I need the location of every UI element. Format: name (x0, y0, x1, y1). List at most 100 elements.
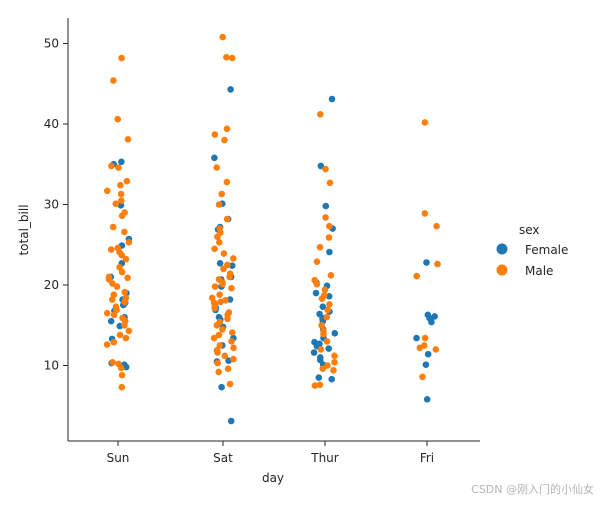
data-point-male (121, 228, 128, 236)
data-point-male (318, 322, 325, 329)
data-point-female (310, 349, 318, 356)
data-point-male (311, 382, 319, 389)
data-point-male (219, 280, 226, 288)
data-point-male (121, 322, 128, 329)
data-point-male (109, 223, 117, 231)
legend-label-male: Male (525, 264, 553, 278)
data-point-male (322, 165, 329, 173)
legend-marker-female (496, 243, 508, 255)
data-point-male (103, 341, 111, 348)
data-point-male (224, 365, 232, 373)
data-point-female (428, 318, 435, 326)
data-point-male (221, 352, 229, 360)
data-point-female (325, 293, 333, 300)
data-point-male (110, 338, 118, 346)
data-point-male (104, 187, 111, 195)
data-point-male (211, 305, 218, 312)
data-point-female (227, 417, 235, 425)
x-ticks: Sun Sat Thur Fri (107, 441, 434, 465)
data-point-male (118, 212, 126, 220)
data-point-male (216, 342, 224, 349)
data-point-male (112, 200, 120, 207)
data-point-female (431, 313, 439, 320)
x-axis-title: day (262, 471, 284, 485)
data-point-male (215, 331, 223, 339)
data-point-female (218, 383, 225, 391)
data-point-male (327, 272, 335, 279)
data-point-male (331, 352, 338, 360)
x-tick-label: Sun (107, 451, 130, 465)
data-point-male (113, 283, 121, 290)
y-tick-label: 20 (44, 278, 59, 292)
data-point-male (121, 288, 128, 296)
data-point-female (328, 375, 336, 383)
data-point-male (434, 260, 441, 268)
data-point-male (118, 197, 125, 204)
x-tick-label: Fri (420, 451, 434, 465)
data-point-male (218, 190, 225, 198)
y-tick-label: 40 (44, 117, 59, 131)
data-point-male (103, 309, 111, 317)
data-point-male (210, 334, 218, 342)
y-tick-label: 50 (44, 37, 59, 51)
legend: sex Female Male (496, 223, 568, 278)
data-point-male (122, 255, 130, 263)
data-point-female (424, 350, 432, 358)
data-point-male (217, 298, 224, 306)
data-point-female (316, 356, 324, 364)
data-point-male (226, 273, 233, 281)
data-point-male (324, 306, 332, 314)
data-point-male (230, 255, 237, 262)
data-point-male (117, 190, 125, 198)
data-point-male (220, 250, 228, 257)
data-point-male (123, 177, 131, 185)
data-point-female (326, 248, 333, 256)
data-point-male (211, 131, 219, 138)
data-point-female (422, 361, 430, 369)
data-point-male (419, 373, 426, 381)
data-point-male (326, 222, 333, 230)
legend-label-female: Female (525, 243, 568, 257)
data-point-male (323, 338, 331, 345)
data-point-male (215, 368, 222, 376)
data-point-male (109, 359, 116, 366)
y-axis-title: total_bill (17, 204, 31, 255)
data-point-male (317, 346, 325, 353)
data-point-male (214, 359, 221, 367)
y-tick-label: 10 (44, 359, 59, 373)
data-point-female (216, 260, 224, 267)
y-tick-label: 30 (44, 198, 59, 212)
data-point-male (118, 268, 126, 276)
data-point-male (432, 346, 440, 353)
data-point-male (320, 330, 327, 338)
data-point-male (211, 245, 218, 253)
data-point-male (224, 261, 231, 269)
data-point-male (213, 164, 220, 171)
data-point-male (219, 326, 226, 333)
data-point-male (421, 334, 429, 342)
legend-marker-male (496, 264, 508, 276)
data-point-male (323, 313, 331, 321)
data-point-male (316, 243, 324, 251)
data-point-male (118, 371, 126, 379)
data-point-male (224, 315, 231, 323)
data-point-male (326, 301, 333, 308)
data-point-male (122, 334, 130, 342)
data-point-female (325, 345, 333, 352)
data-point-male (324, 362, 331, 369)
points-layer (103, 33, 441, 425)
data-point-male (230, 344, 237, 352)
data-point-male (211, 283, 219, 290)
data-point-male (108, 296, 116, 303)
data-point-male (228, 284, 235, 292)
data-point-male (416, 344, 424, 352)
data-point-male (326, 179, 334, 187)
data-point-female (227, 86, 234, 93)
data-point-female (423, 259, 430, 266)
data-point-male (316, 381, 324, 389)
data-point-female (331, 330, 339, 337)
data-point-male (223, 125, 231, 133)
data-point-male (230, 355, 237, 363)
data-point-male (421, 119, 429, 126)
data-point-male (214, 233, 221, 240)
